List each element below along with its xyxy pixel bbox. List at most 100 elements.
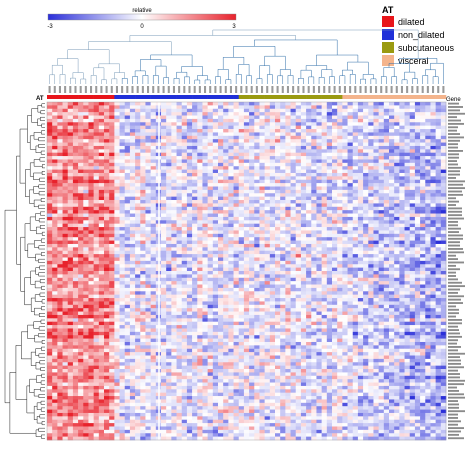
heatmap-cell (430, 176, 436, 181)
heatmap-cell (249, 210, 255, 214)
heatmap-cell (373, 105, 379, 110)
heatmap-cell (223, 102, 229, 106)
heatmap-cell (62, 254, 69, 258)
heatmap-cell (109, 223, 115, 228)
heatmap-cell (249, 193, 255, 197)
heatmap-cell (140, 189, 146, 194)
heatmap-cell (316, 230, 322, 235)
heatmap-cell (88, 162, 94, 167)
heatmap-cell (72, 176, 79, 181)
heatmap-cell (83, 129, 89, 133)
heatmap-cell (202, 274, 208, 279)
row-header: Gene (446, 97, 461, 103)
heatmap-cell (202, 152, 208, 157)
heatmap-cell (383, 260, 390, 265)
heatmap-cell (161, 115, 167, 120)
heatmap-cell (104, 102, 110, 106)
heatmap-cell (181, 145, 188, 150)
dendrogram-branch (38, 218, 45, 223)
heatmap-cell (176, 206, 183, 211)
heatmap-cell (109, 227, 115, 231)
heatmap-cell (161, 179, 167, 184)
heatmap-cell (161, 135, 167, 140)
heatmap-cell (176, 135, 183, 140)
heatmap-cell (47, 298, 53, 302)
heatmap-cell (98, 172, 105, 177)
heatmap-cell (212, 284, 219, 289)
heatmap-cell (275, 169, 281, 174)
heatmap-cell (119, 125, 126, 130)
heatmap-cell (98, 186, 105, 191)
heatmap-cell (119, 115, 126, 120)
heatmap-cell (109, 240, 115, 245)
heatmap-cell (238, 291, 245, 295)
row-label-mark (448, 359, 461, 362)
heatmap-cell (171, 176, 177, 181)
heatmap-cell (342, 220, 348, 224)
heatmap-cell (337, 189, 343, 194)
heatmap-cell (171, 135, 177, 140)
heatmap-cell (186, 284, 193, 289)
heatmap-cell (389, 227, 395, 231)
heatmap-cell (161, 243, 167, 248)
heatmap-cell (98, 108, 105, 113)
heatmap-cell (306, 172, 312, 177)
heatmap-cell (88, 149, 94, 153)
heatmap-cell (285, 257, 291, 262)
row-label-mark (448, 319, 462, 321)
heatmap-cell (212, 102, 219, 106)
heatmap-cell (145, 206, 151, 211)
heatmap-cell (394, 267, 400, 272)
heatmap-cell (243, 240, 250, 245)
heatmap-cell (98, 193, 105, 197)
column-annotation-bar (47, 95, 447, 99)
heatmap-cell (135, 129, 141, 133)
heatmap-cell (425, 145, 431, 150)
annotation-cell (197, 95, 203, 99)
heatmap-cell (275, 298, 281, 302)
heatmap-cell (218, 230, 224, 235)
heatmap-cell (347, 145, 354, 150)
heatmap-cell (228, 233, 234, 238)
heatmap-cell (129, 243, 136, 248)
heatmap-cell (243, 102, 250, 106)
heatmap-cell (264, 122, 271, 126)
row-label-mark (448, 139, 460, 142)
heatmap-cell (62, 203, 69, 208)
heatmap-cell (186, 176, 193, 181)
dendrogram-branch (40, 198, 45, 202)
heatmap-cell (394, 284, 400, 289)
heatmap-cell (124, 250, 131, 255)
heatmap-cell (347, 264, 354, 268)
heatmap-cell (394, 233, 400, 238)
heatmap-cell (249, 156, 255, 160)
heatmap-cell (352, 294, 359, 299)
annotation-cell (399, 95, 405, 99)
heatmap-cell (186, 240, 193, 245)
heatmap-cell (223, 203, 229, 208)
heatmap-cell (47, 213, 53, 218)
heatmap-cell (93, 233, 100, 238)
heatmap-cell (311, 277, 317, 282)
heatmap-cell (373, 298, 379, 302)
heatmap-cell (186, 213, 193, 218)
heatmap-cell (290, 142, 297, 147)
heatmap-cell (394, 264, 400, 268)
dendrogram-branch (33, 132, 42, 140)
heatmap-cell (259, 129, 265, 133)
heatmap-cell (306, 145, 312, 150)
heatmap-cell (249, 132, 255, 137)
column-label-mark (240, 86, 243, 93)
heatmap-cell (383, 115, 390, 120)
heatmap-cell (378, 213, 385, 218)
heatmap-cell (52, 200, 58, 204)
heatmap-cell (409, 277, 416, 282)
heatmap-cell (249, 271, 255, 275)
row-label-mark (448, 224, 458, 227)
heatmap-cell (98, 122, 105, 126)
heatmap-cell (368, 112, 374, 116)
heatmap-cell (430, 206, 436, 211)
dendrogram-branch (15, 345, 27, 400)
annotation-cell (114, 95, 120, 99)
heatmap-cell (435, 243, 442, 248)
